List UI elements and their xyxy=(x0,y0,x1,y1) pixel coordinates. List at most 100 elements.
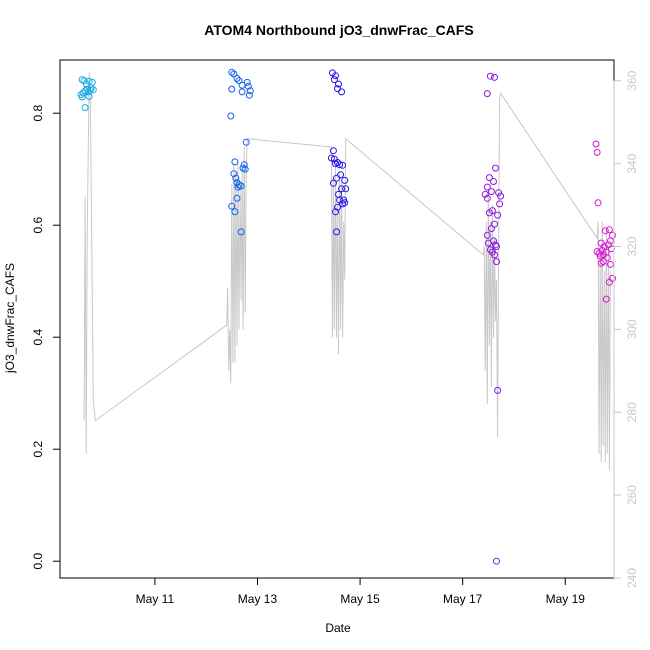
x-tick-label: May 13 xyxy=(238,592,278,606)
data-point-series-1 xyxy=(89,86,97,94)
data-point-series-1 xyxy=(85,92,93,100)
data-point-series-3 xyxy=(336,161,344,169)
y2-tick-label: 360 xyxy=(625,70,639,90)
data-point-series-4 xyxy=(481,190,489,198)
data-point-series-5 xyxy=(601,227,609,235)
secondary-series-line xyxy=(83,72,611,471)
data-point-series-4 xyxy=(485,174,493,182)
data-point-series-2 xyxy=(242,138,250,146)
y2-tick-label: 260 xyxy=(625,485,639,505)
data-point-series-4 xyxy=(494,386,502,394)
data-point-series-4 xyxy=(492,241,499,249)
data-point-series-2 xyxy=(238,88,246,96)
data-point-series-2 xyxy=(227,112,235,120)
data-point-series-3 xyxy=(332,208,339,216)
data-point-series-4 xyxy=(490,178,497,185)
data-point-series-3 xyxy=(332,72,339,80)
data-point-series-4 xyxy=(497,192,505,200)
y2-axis: 240 260 280 300 320 340 360 xyxy=(613,70,639,588)
data-point-series-3 xyxy=(333,174,340,182)
data-point-series-5 xyxy=(606,237,614,245)
data-point-series-2 xyxy=(228,202,236,210)
data-point-series-4 xyxy=(496,200,504,208)
data-point-series-4 xyxy=(486,72,494,80)
y-tick-label: 0.0 xyxy=(31,553,45,570)
data-point-series-2 xyxy=(237,182,245,190)
data-point-series-2 xyxy=(246,87,254,95)
data-point-series-4 xyxy=(483,183,491,191)
data-point-series-3 xyxy=(335,190,342,198)
data-point-series-4 xyxy=(484,239,492,247)
data-point-series-3 xyxy=(330,76,338,84)
data-point-series-5 xyxy=(606,260,614,268)
y2-tick-label: 280 xyxy=(625,402,639,422)
data-point-series-2 xyxy=(231,158,239,166)
data-point-series-3 xyxy=(342,185,350,193)
points-layer xyxy=(77,68,616,565)
y-tick-label: 0.4 xyxy=(31,329,45,346)
data-point-series-3 xyxy=(332,160,339,168)
data-point-series-3 xyxy=(334,203,341,211)
y-tick-label: 0.2 xyxy=(31,441,45,458)
data-point-series-2 xyxy=(233,194,241,202)
data-point-series-5 xyxy=(602,295,610,303)
data-point-series-5 xyxy=(593,148,601,156)
x-tick-label: May 11 xyxy=(136,592,175,606)
data-point-series-3 xyxy=(338,185,346,193)
data-point-series-2 xyxy=(237,228,245,236)
data-point-series-1 xyxy=(81,104,89,112)
data-point-series-2 xyxy=(232,174,240,182)
data-point-series-2 xyxy=(243,78,251,86)
y-axis: 0.0 0.2 0.4 0.6 0.8 xyxy=(31,105,61,570)
data-point-series-3 xyxy=(327,154,335,162)
data-point-series-4 xyxy=(493,258,500,266)
data-point-series-4 xyxy=(493,557,500,565)
data-point-series-3 xyxy=(338,88,346,96)
data-point-series-2 xyxy=(231,208,239,216)
y2-tick-label: 240 xyxy=(625,568,639,588)
data-point-series-5 xyxy=(605,226,613,234)
data-point-series-3 xyxy=(341,176,349,184)
data-point-series-2 xyxy=(228,68,236,76)
data-point-series-4 xyxy=(487,225,495,233)
data-point-series-5 xyxy=(597,259,605,267)
data-point-series-2 xyxy=(233,179,241,187)
y-tick-label: 0.8 xyxy=(31,105,45,122)
y2-tick-label: 320 xyxy=(625,236,639,256)
data-point-series-1 xyxy=(80,77,88,85)
data-point-series-1 xyxy=(85,77,93,85)
y-axis-label: jO3_dnwFrac_CAFS xyxy=(3,263,17,374)
data-point-series-2 xyxy=(245,91,253,99)
data-point-series-1 xyxy=(87,84,95,92)
data-point-series-4 xyxy=(495,189,503,197)
x-axis-label: Date xyxy=(325,621,351,635)
data-point-series-2 xyxy=(234,183,242,191)
data-point-series-5 xyxy=(599,258,607,266)
data-point-series-4 xyxy=(491,251,498,259)
data-point-series-4 xyxy=(494,211,502,219)
data-point-series-3 xyxy=(339,161,347,169)
data-point-series-3 xyxy=(337,171,345,179)
data-point-series-5 xyxy=(594,199,602,207)
data-point-series-3 xyxy=(335,80,342,88)
data-point-series-3 xyxy=(339,200,347,208)
data-point-series-5 xyxy=(603,254,611,262)
data-point-series-5 xyxy=(596,252,604,260)
data-point-series-5 xyxy=(605,278,613,286)
data-point-series-4 xyxy=(487,188,495,196)
data-point-series-4 xyxy=(483,194,491,202)
data-point-series-4 xyxy=(483,231,491,239)
x-tick-label: May 15 xyxy=(340,592,380,606)
data-point-series-3 xyxy=(329,147,337,155)
data-point-series-1 xyxy=(78,93,86,101)
data-point-series-4 xyxy=(492,164,499,172)
data-point-series-4 xyxy=(493,243,500,250)
data-point-series-4 xyxy=(486,246,494,254)
data-point-series-1 xyxy=(81,87,89,95)
data-point-series-2 xyxy=(240,161,248,169)
data-point-series-2 xyxy=(244,82,252,90)
data-point-series-2 xyxy=(233,75,241,82)
x-axis: May 11 May 13 May 15 May 17 May 19 xyxy=(136,577,585,606)
data-point-series-4 xyxy=(491,73,498,81)
